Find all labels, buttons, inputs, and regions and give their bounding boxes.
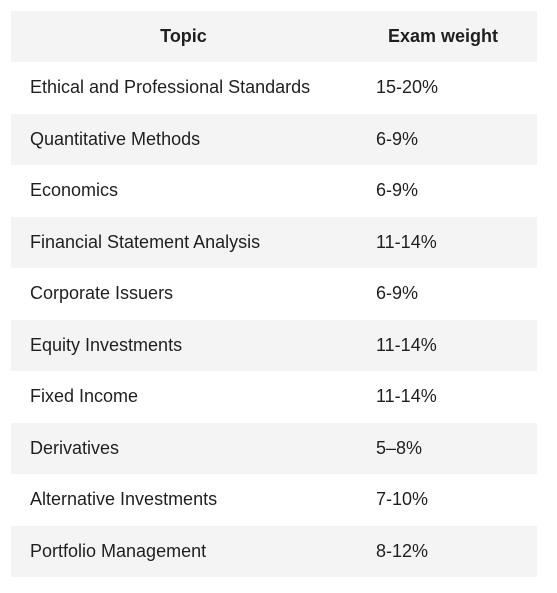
topic-column-header: Topic — [160, 26, 207, 46]
table-header-row: Topic Exam weight — [11, 11, 537, 62]
table-row: Portfolio Management 8-12% — [11, 525, 537, 577]
exam-weight-cell: 11-14% — [376, 231, 437, 252]
topic-cell: Corporate Issuers — [30, 283, 174, 304]
exam-weight-cell: 15-20% — [376, 77, 439, 98]
exam-weight-cell: 8-12% — [376, 540, 429, 561]
table-row: Alternative Investments 7-10% — [11, 474, 537, 526]
exam-weight-cell: 7-10% — [376, 489, 429, 510]
table-row: Fixed Income 11-14% — [11, 371, 537, 423]
topic-cell: Fixed Income — [30, 386, 139, 407]
table-row: Equity Investments 11-14% — [11, 319, 537, 371]
topic-cell: Equity Investments — [30, 334, 183, 355]
topic-cell: Quantitative Methods — [30, 128, 201, 149]
exam-weight-cell: 6-9% — [376, 128, 419, 149]
topic-cell: Alternative Investments — [30, 489, 218, 510]
table-row: Economics 6-9% — [11, 165, 537, 217]
exam-weight-cell: 6-9% — [376, 283, 419, 304]
exam-weight-cell: 6-9% — [376, 180, 419, 201]
table-row: Financial Statement Analysis 11-14% — [11, 216, 537, 268]
exam-weight-cell: 5–8% — [376, 437, 423, 458]
topic-cell: Financial Statement Analysis — [30, 231, 261, 252]
exam-weight-cell: 11-14% — [376, 334, 437, 355]
table-row: Quantitative Methods 6-9% — [11, 113, 537, 165]
topic-cell: Portfolio Management — [30, 540, 207, 561]
topic-cell: Ethical and Professional Standards — [30, 77, 311, 98]
table-row: Derivatives 5–8% — [11, 422, 537, 474]
table-row: Ethical and Professional Standards 15-20… — [11, 62, 537, 114]
table-row: Corporate Issuers 6-9% — [11, 268, 537, 320]
exam-weight-cell: 11-14% — [376, 386, 437, 407]
exam-weight-column-header: Exam weight — [388, 26, 499, 46]
exam-weight-table: Topic Exam weight Ethical and Profession… — [11, 11, 537, 577]
topic-cell: Derivatives — [30, 437, 120, 458]
topic-cell: Economics — [30, 180, 119, 201]
